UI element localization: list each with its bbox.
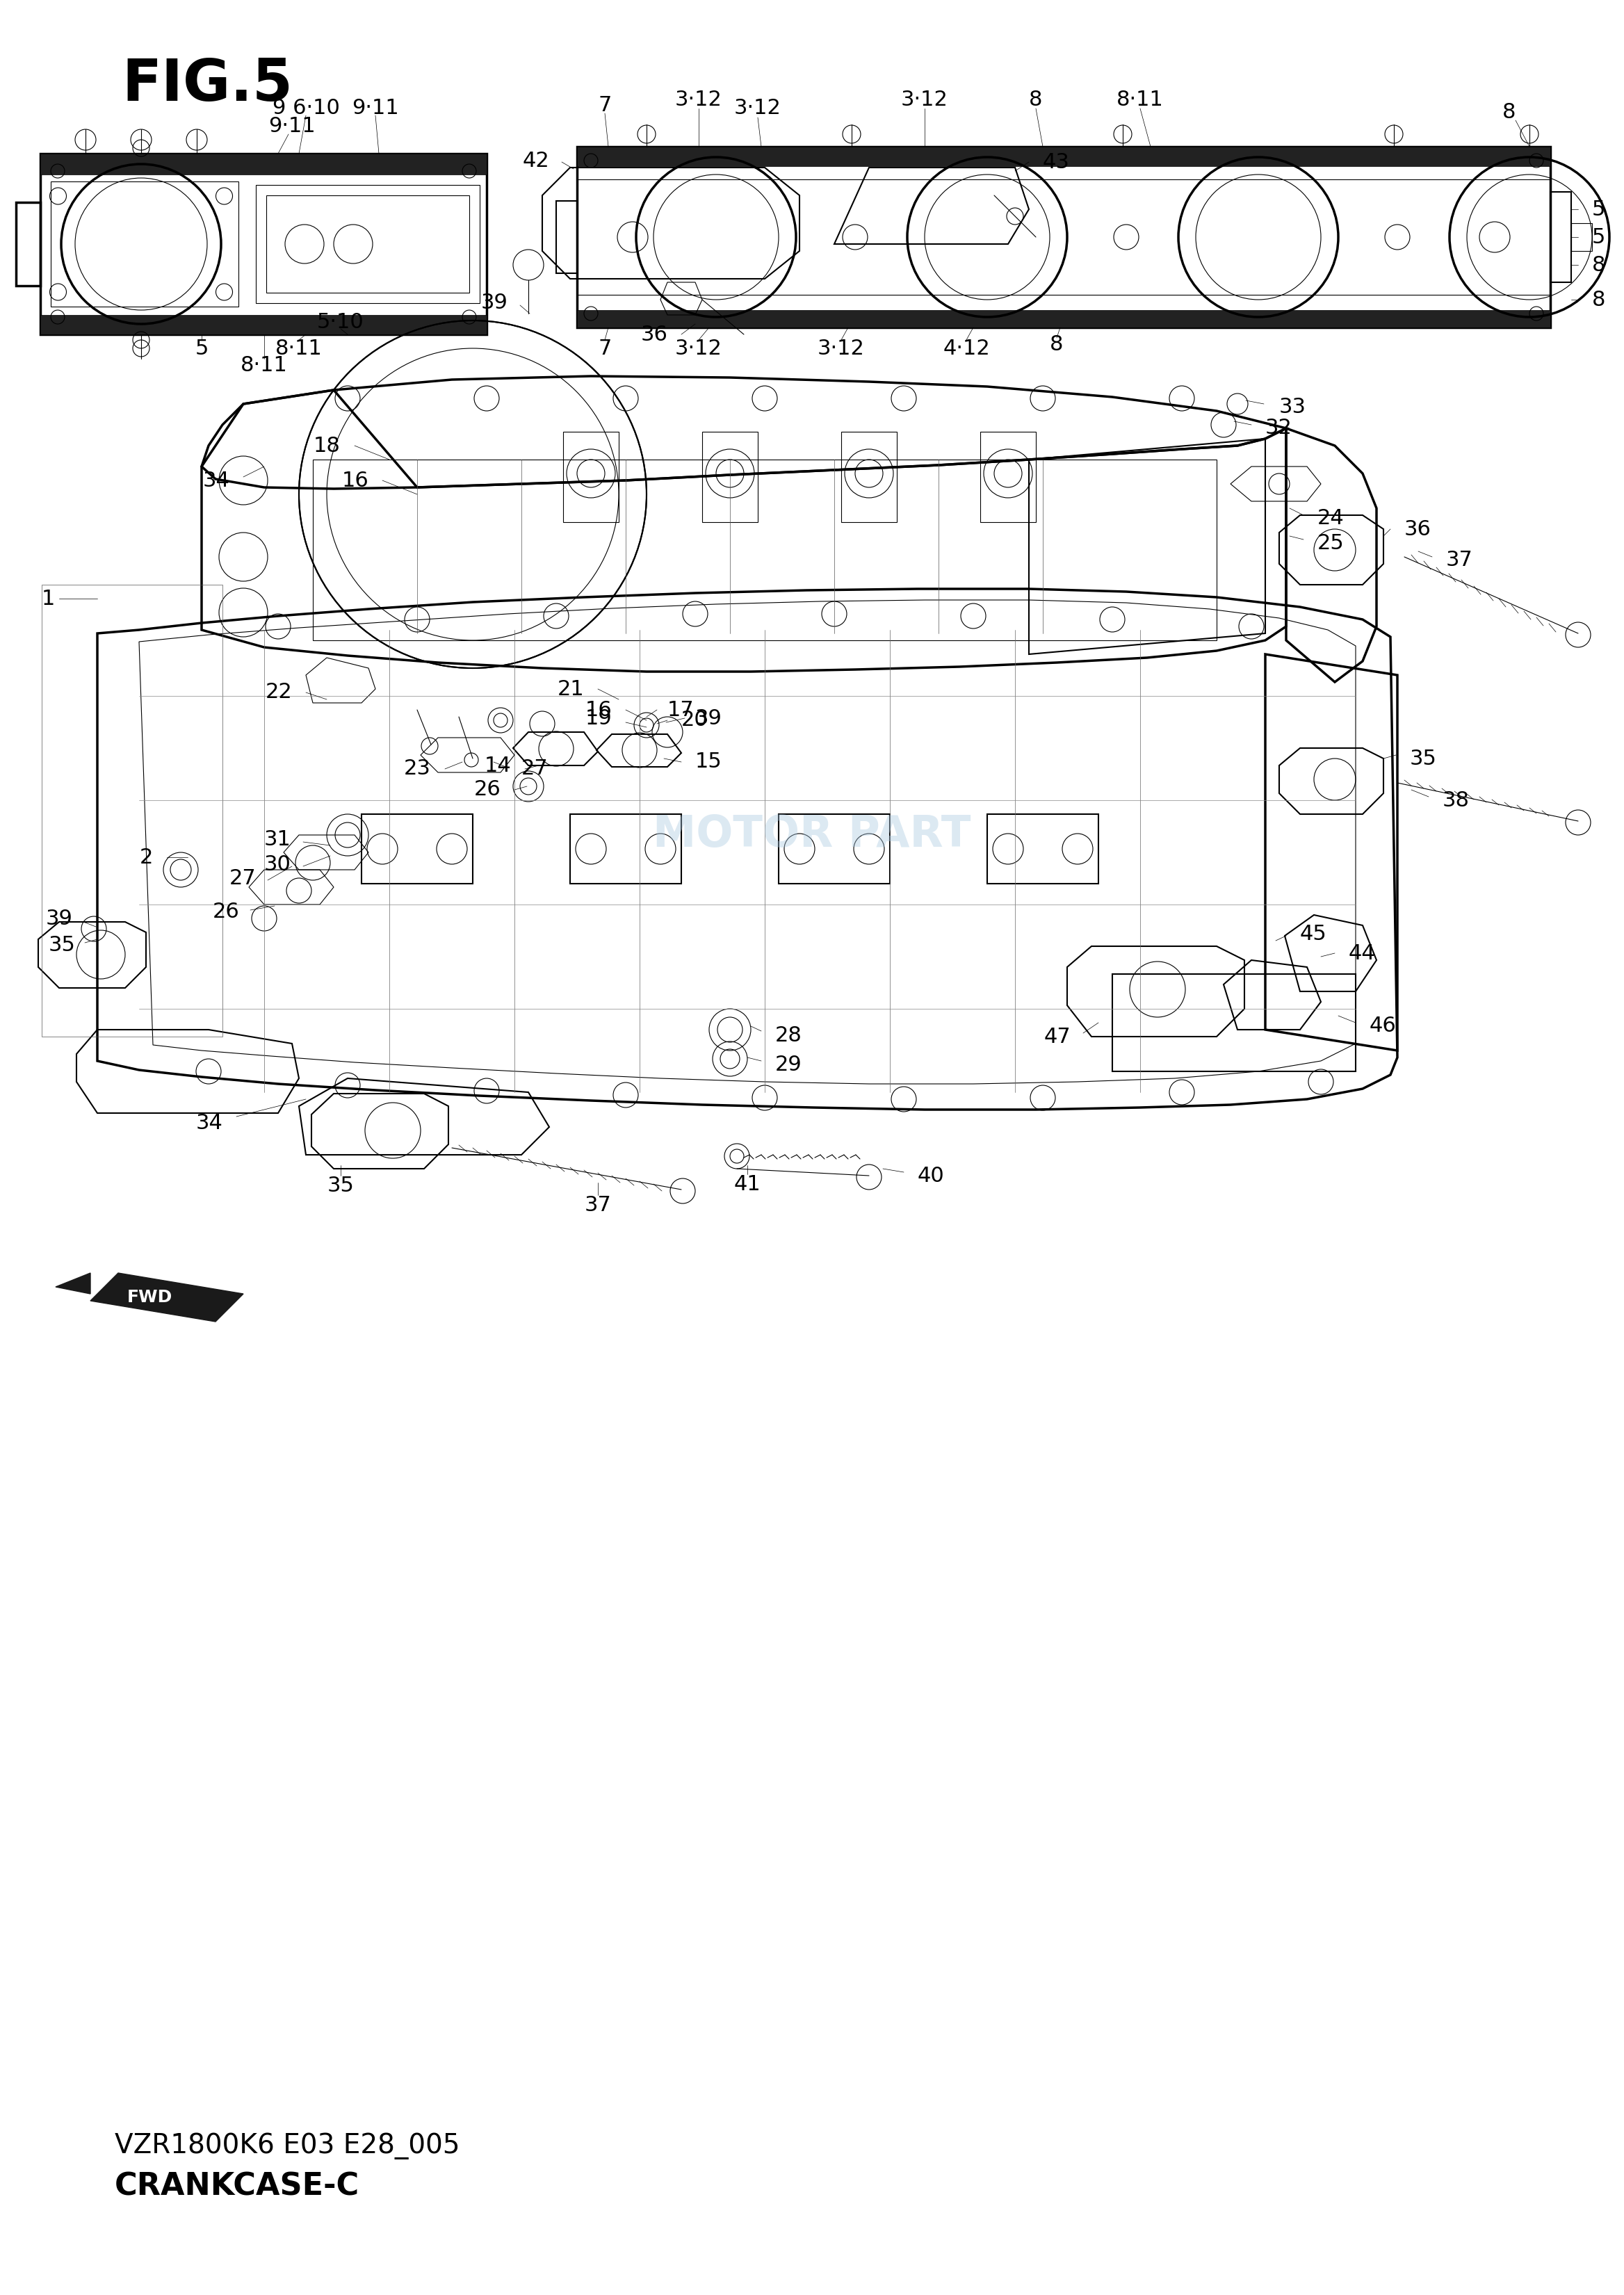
Text: FWD: FWD [127, 1290, 172, 1306]
Text: 3·12: 3·12 [817, 337, 866, 358]
Text: 18: 18 [313, 436, 341, 457]
Text: 7: 7 [598, 94, 612, 115]
Text: 3·12: 3·12 [676, 90, 723, 110]
Text: 39: 39 [695, 709, 723, 728]
Text: 3·12: 3·12 [734, 99, 781, 119]
Text: 24: 24 [1317, 509, 1345, 528]
Text: 34: 34 [195, 1113, 222, 1134]
Text: 4·12: 4·12 [944, 337, 991, 358]
Text: 5: 5 [1592, 227, 1606, 248]
Text: 30: 30 [263, 854, 291, 874]
Text: 40: 40 [918, 1166, 945, 1187]
Text: 43: 43 [1043, 151, 1070, 172]
Text: 26: 26 [474, 780, 500, 801]
Bar [42, 585, 222, 1037]
Polygon shape [577, 310, 1551, 328]
Text: 22: 22 [265, 682, 292, 702]
Text: 35: 35 [326, 1175, 354, 1196]
Polygon shape [41, 314, 487, 335]
Text: 32: 32 [1265, 418, 1293, 438]
Text: 39: 39 [481, 294, 507, 312]
Text: 17: 17 [667, 700, 695, 721]
Text: 19: 19 [585, 709, 612, 728]
Text: 36: 36 [1405, 519, 1431, 539]
Polygon shape [91, 1274, 244, 1322]
Text: 3·12: 3·12 [901, 90, 948, 110]
Text: 27: 27 [521, 760, 549, 778]
Text: VZR1800K6 E03 E28_005: VZR1800K6 E03 E28_005 [115, 2132, 460, 2160]
Text: 14: 14 [484, 755, 512, 776]
Text: 8·11: 8·11 [240, 356, 287, 376]
Text: 8: 8 [1502, 101, 1515, 122]
Text: 5: 5 [1592, 200, 1606, 220]
Text: 3·12: 3·12 [676, 337, 723, 358]
Text: CRANKCASE-C: CRANKCASE-C [115, 2171, 359, 2201]
Text: 26: 26 [213, 902, 240, 923]
Text: 7: 7 [598, 337, 612, 358]
Polygon shape [55, 1274, 91, 1294]
Text: 46: 46 [1369, 1017, 1397, 1037]
Text: MOTOR PART: MOTOR PART [653, 815, 971, 856]
Text: 41: 41 [734, 1175, 760, 1193]
Text: 9·11: 9·11 [268, 115, 315, 135]
Text: 45: 45 [1301, 923, 1327, 943]
Text: 29: 29 [775, 1053, 802, 1074]
Text: 1: 1 [42, 588, 55, 608]
Text: 16: 16 [585, 700, 612, 721]
Text: 34: 34 [203, 470, 229, 491]
Text: 36: 36 [640, 324, 667, 344]
Text: 8·11: 8·11 [1117, 90, 1164, 110]
Text: 28: 28 [775, 1026, 802, 1044]
Text: 35: 35 [1410, 748, 1437, 769]
Text: 9 6·10: 9 6·10 [273, 99, 339, 119]
Text: 42: 42 [523, 151, 549, 170]
Text: 8·11: 8·11 [276, 337, 323, 358]
Text: 5·10: 5·10 [317, 312, 364, 333]
Text: 9·11: 9·11 [352, 99, 400, 119]
Text: 8: 8 [1592, 255, 1606, 275]
Text: 2: 2 [140, 847, 153, 868]
Text: 33: 33 [1280, 397, 1306, 418]
Text: 15: 15 [695, 753, 723, 771]
Text: 25: 25 [1317, 532, 1345, 553]
Text: 44: 44 [1348, 943, 1376, 964]
Text: 5: 5 [195, 337, 208, 358]
Text: 20: 20 [682, 709, 708, 730]
Text: 37: 37 [585, 1196, 611, 1214]
Polygon shape [41, 154, 487, 174]
Polygon shape [577, 147, 1551, 165]
Text: 47: 47 [1044, 1026, 1070, 1047]
Text: 23: 23 [404, 760, 430, 778]
Text: 38: 38 [1442, 789, 1470, 810]
Text: 39: 39 [45, 909, 73, 929]
Text: FIG.5: FIG.5 [122, 57, 292, 112]
Text: 16: 16 [341, 470, 369, 491]
Text: 8: 8 [1592, 289, 1606, 310]
Text: 21: 21 [557, 679, 585, 700]
Text: 8: 8 [1051, 335, 1064, 356]
Text: 31: 31 [263, 831, 291, 849]
Text: 35: 35 [49, 934, 75, 955]
Text: 8: 8 [1030, 90, 1043, 110]
Text: 37: 37 [1445, 551, 1473, 571]
Text: 27: 27 [229, 868, 257, 888]
